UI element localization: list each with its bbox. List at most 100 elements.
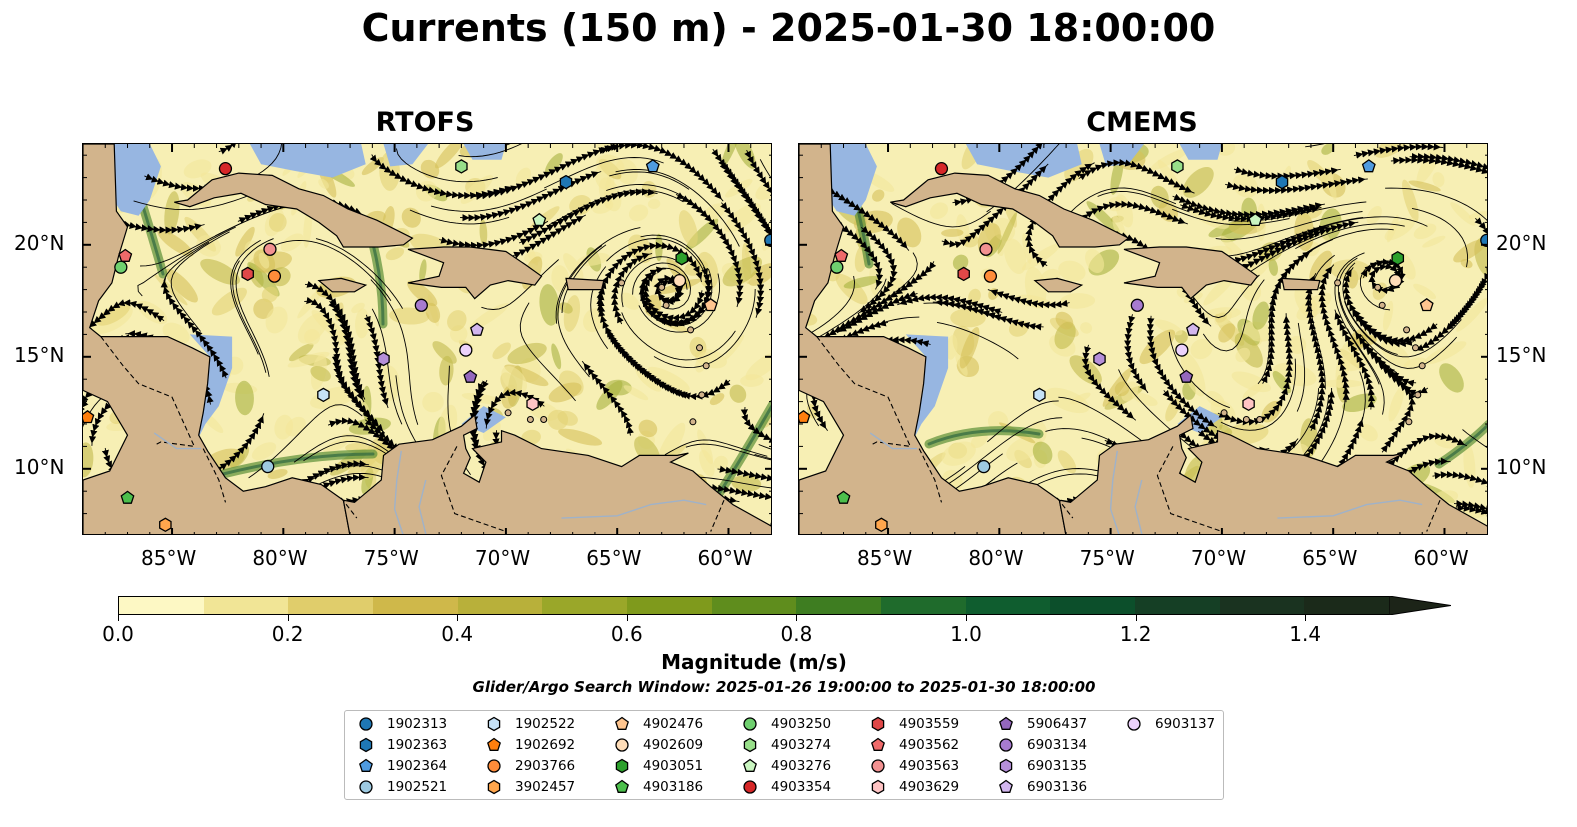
float-marker-4903051[interactable] (675, 250, 689, 266)
legend-marker-4903563[interactable] (871, 759, 885, 773)
legend-marker-4903274[interactable] (743, 737, 757, 753)
float-marker-4903562[interactable] (834, 248, 849, 262)
float-marker-4903276[interactable] (532, 212, 547, 227)
legend-item-6903135: 6903135 (997, 756, 1087, 776)
float-marker-4903563[interactable] (979, 242, 993, 256)
float-marker-6903137[interactable] (459, 343, 473, 357)
float-marker-1902522[interactable] (1033, 387, 1046, 403)
float-marker-4902476[interactable] (703, 297, 718, 312)
float-marker-1902364[interactable] (645, 159, 660, 173)
map-ticks (83, 144, 771, 534)
map-rtofs[interactable] (82, 143, 772, 535)
lon-tick-label: 70°W (474, 546, 531, 570)
float-marker-4903629[interactable] (526, 396, 539, 412)
float-marker-4903186[interactable] (120, 490, 135, 504)
legend-item-1902521: 1902521 (357, 777, 447, 797)
float-marker-1902692[interactable] (83, 409, 95, 424)
legend-item-4903186: 4903186 (613, 777, 703, 797)
map-cmems[interactable] (798, 143, 1488, 535)
float-marker-6903137[interactable] (1175, 343, 1189, 357)
legend-marker-1902522[interactable] (487, 716, 501, 732)
legend-marker-1902364[interactable] (359, 758, 373, 772)
legend-marker-4903629[interactable] (871, 779, 885, 795)
float-marker-4903274[interactable] (455, 159, 468, 174)
legend-label: 1902364 (387, 758, 448, 774)
float-marker-5906437[interactable] (1179, 369, 1194, 383)
river (869, 432, 917, 450)
legend-item-4903562: 4903562 (869, 735, 959, 755)
float-marker-1902364[interactable] (1361, 159, 1376, 173)
float-marker-6903135[interactable] (377, 351, 390, 367)
legend-marker-1902692[interactable] (487, 737, 501, 751)
legend-marker-4903186[interactable] (615, 779, 629, 793)
legend-marker-6903136[interactable] (999, 779, 1013, 793)
float-marker-1902363[interactable] (1275, 174, 1289, 190)
legend-marker-4903051[interactable] (615, 758, 629, 774)
float-marker-4902609[interactable] (1388, 274, 1403, 288)
circle-marker-icon (743, 717, 757, 731)
colorbar-tick-mark (1305, 615, 1307, 621)
float-marker-4903559[interactable] (957, 266, 970, 282)
float-marker-1902521[interactable] (261, 459, 275, 474)
float-marker-1902522[interactable] (317, 387, 330, 403)
island (1405, 418, 1413, 426)
legend-marker-4903559[interactable] (871, 716, 885, 732)
legend-label: 6903136 (1027, 779, 1088, 795)
legend-marker-3902457[interactable] (487, 779, 501, 795)
float-marker-4903274[interactable] (1171, 159, 1184, 174)
float-marker-2903766[interactable] (983, 269, 998, 283)
legend-marker-6903135[interactable] (999, 758, 1013, 774)
float-marker-6903135[interactable] (1093, 351, 1106, 367)
legend-marker-4903276[interactable] (743, 758, 757, 772)
float-marker-4903629[interactable] (1242, 396, 1255, 412)
legend-item-6903134: 6903134 (997, 735, 1087, 755)
float-marker-1902692[interactable] (799, 409, 811, 424)
legend-marker-2903766[interactable] (487, 759, 501, 773)
colorbar-bin (881, 597, 966, 614)
shallow-water (905, 334, 949, 438)
legend-item-4903250: 4903250 (741, 714, 831, 734)
float-marker-4903186[interactable] (836, 490, 851, 504)
float-marker-4903051[interactable] (1391, 250, 1405, 266)
float-marker-4902609[interactable] (672, 274, 687, 288)
float-marker-4903563[interactable] (263, 242, 277, 256)
legend-marker-1902363[interactable] (359, 737, 373, 753)
float-marker-4903559[interactable] (241, 266, 254, 282)
float-marker-1902521[interactable] (977, 459, 991, 474)
legend-marker-4903250[interactable] (743, 717, 757, 731)
float-marker-4903276[interactable] (1248, 212, 1263, 227)
legend-marker-5906437[interactable] (999, 716, 1013, 730)
float-marker-4903354[interactable] (218, 162, 233, 176)
lat-tick-label-right: 20°N (1496, 230, 1547, 255)
legend-marker-6903137[interactable] (1127, 717, 1141, 731)
float-marker-3902457[interactable] (159, 517, 172, 533)
float-marker-1902363[interactable] (559, 174, 573, 190)
float-marker-4903250[interactable] (114, 260, 128, 274)
river (1134, 479, 1143, 534)
legend-marker-4903354[interactable] (743, 780, 757, 794)
float-marker-4903562[interactable] (118, 248, 133, 262)
float-marker-6903136[interactable] (470, 322, 484, 336)
float-marker-4903354[interactable] (934, 162, 949, 176)
float-marker-6903134[interactable] (1130, 298, 1144, 312)
float-marker-4903250[interactable] (830, 260, 844, 274)
legend-item-6903136: 6903136 (997, 777, 1087, 797)
legend-marker-4903562[interactable] (871, 737, 885, 751)
circle-marker-icon (359, 717, 373, 731)
colorbar-tick-label: 0.6 (610, 622, 643, 646)
colorbar-tick-mark (796, 615, 798, 621)
float-marker-5906437[interactable] (463, 369, 478, 383)
float-marker-3902457[interactable] (875, 517, 888, 533)
legend-marker-1902521[interactable] (359, 780, 373, 794)
float-marker-2903766[interactable] (267, 269, 282, 283)
lon-tick-label: 80°W (968, 546, 1024, 570)
float-marker-1902313[interactable] (1480, 233, 1488, 247)
float-marker-6903134[interactable] (414, 298, 428, 312)
legend-marker-4902609[interactable] (615, 738, 629, 752)
float-marker-4902476[interactable] (1419, 297, 1434, 312)
legend-marker-1902313[interactable] (359, 717, 373, 731)
legend-marker-4902476[interactable] (615, 716, 629, 730)
float-marker-1902313[interactable] (764, 233, 772, 247)
float-marker-6903136[interactable] (1186, 322, 1200, 336)
legend-marker-6903134[interactable] (999, 738, 1013, 752)
